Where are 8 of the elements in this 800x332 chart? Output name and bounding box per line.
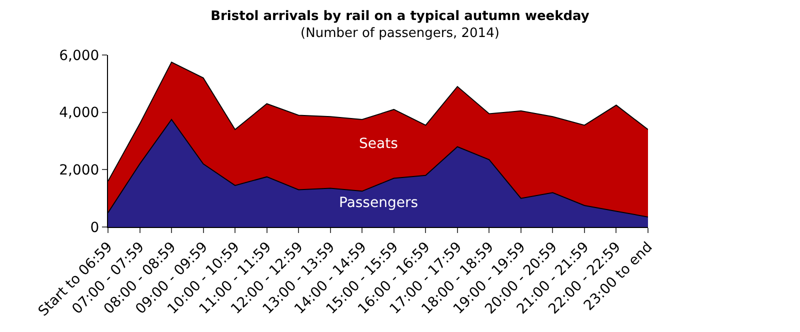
- chart-subtitle: (Number of passengers, 2014): [300, 26, 500, 41]
- y-tick-label: 6,000: [59, 48, 100, 64]
- y-tick-label: 0: [90, 220, 100, 236]
- y-tick-label: 2,000: [59, 162, 100, 179]
- chart-title: Bristol arrivals by rail on a typical autumn weekday: [210, 8, 590, 24]
- y-tick-label: 4,000: [59, 105, 100, 122]
- series-label: Passengers: [339, 195, 418, 211]
- series-label: Seats: [359, 136, 398, 152]
